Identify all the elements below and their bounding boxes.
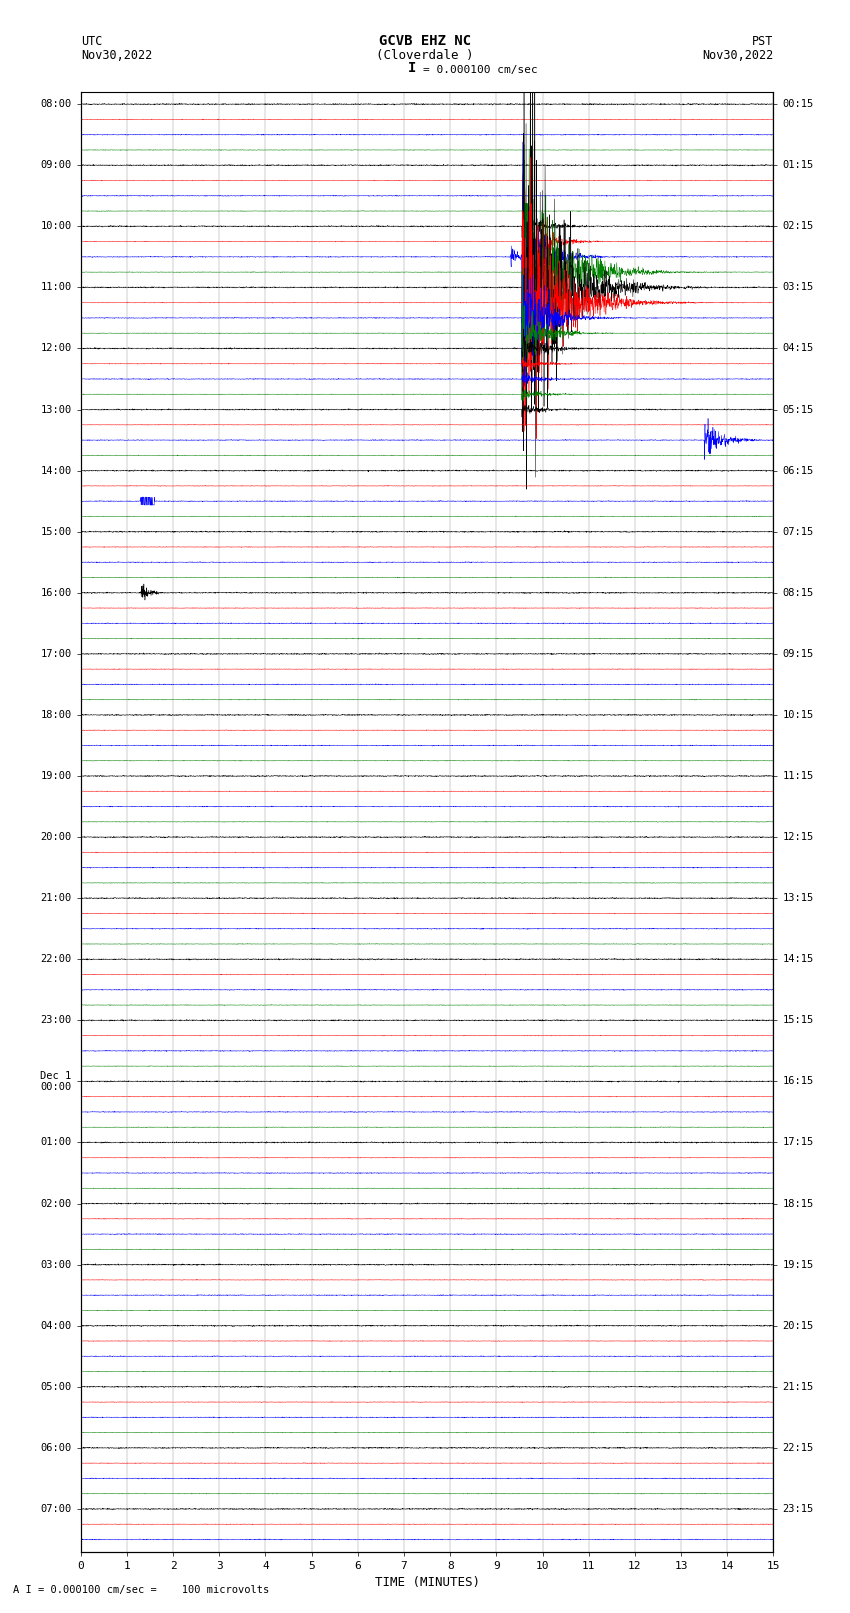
Text: UTC: UTC: [81, 34, 102, 47]
Text: GCVB EHZ NC: GCVB EHZ NC: [379, 34, 471, 47]
X-axis label: TIME (MINUTES): TIME (MINUTES): [375, 1576, 479, 1589]
Text: PST: PST: [752, 34, 774, 47]
Text: = 0.000100 cm/sec: = 0.000100 cm/sec: [423, 65, 538, 76]
Text: Nov30,2022: Nov30,2022: [702, 48, 774, 63]
Text: I: I: [408, 61, 416, 76]
Text: A I = 0.000100 cm/sec =    100 microvolts: A I = 0.000100 cm/sec = 100 microvolts: [13, 1586, 269, 1595]
Text: (Cloverdale ): (Cloverdale ): [377, 48, 473, 63]
Text: Nov30,2022: Nov30,2022: [81, 48, 152, 63]
